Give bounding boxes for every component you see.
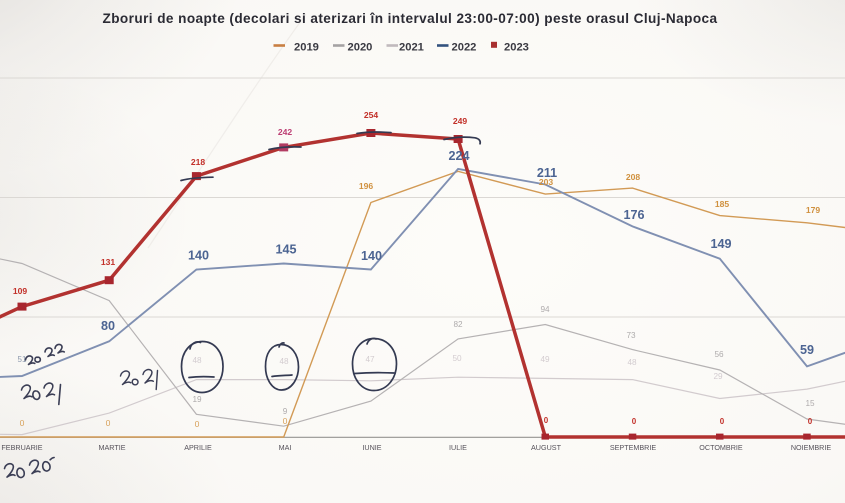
svg-text:IUNIE: IUNIE <box>362 443 381 452</box>
svg-text:2019: 2019 <box>294 42 319 54</box>
svg-text:0: 0 <box>632 417 637 426</box>
svg-text:242: 242 <box>278 127 293 137</box>
svg-text:145: 145 <box>275 243 296 257</box>
svg-text:48: 48 <box>627 358 637 367</box>
svg-text:OCTOMBRIE: OCTOMBRIE <box>699 443 743 452</box>
svg-text:218: 218 <box>191 157 206 167</box>
svg-text:47: 47 <box>365 355 375 364</box>
svg-text:82: 82 <box>453 320 463 329</box>
svg-text:179: 179 <box>806 205 821 215</box>
svg-text:19: 19 <box>192 395 202 404</box>
svg-text:249: 249 <box>453 116 468 126</box>
svg-text:51: 51 <box>18 355 27 364</box>
svg-text:NOIEMBRIE: NOIEMBRIE <box>791 443 832 452</box>
svg-text:FEBRUARIE: FEBRUARIE <box>1 443 42 452</box>
svg-text:0: 0 <box>544 416 549 425</box>
svg-text:0: 0 <box>808 417 813 426</box>
svg-text:0: 0 <box>20 418 25 428</box>
svg-text:MARTIE: MARTIE <box>98 443 125 452</box>
svg-text:IULIE: IULIE <box>449 443 467 452</box>
svg-text:131: 131 <box>101 257 116 267</box>
svg-text:254: 254 <box>364 110 379 120</box>
svg-text:73: 73 <box>626 331 636 340</box>
svg-text:140: 140 <box>188 249 209 263</box>
svg-text:48: 48 <box>279 357 289 366</box>
svg-text:48: 48 <box>192 356 202 365</box>
svg-text:2020: 2020 <box>348 42 373 54</box>
svg-text:49: 49 <box>540 355 550 364</box>
svg-text:224: 224 <box>448 149 469 163</box>
svg-text:0: 0 <box>106 418 111 428</box>
svg-text:MAI: MAI <box>279 443 292 452</box>
svg-text:196: 196 <box>359 181 374 191</box>
svg-text:29: 29 <box>713 372 723 381</box>
svg-text:185: 185 <box>715 199 730 209</box>
svg-text:109: 109 <box>13 286 28 296</box>
svg-text:56: 56 <box>714 350 724 359</box>
svg-text:80: 80 <box>101 319 115 333</box>
svg-text:2023: 2023 <box>504 42 529 54</box>
svg-text:APRILIE: APRILIE <box>184 443 212 452</box>
svg-text:140: 140 <box>361 249 382 263</box>
svg-text:15: 15 <box>805 399 815 408</box>
svg-text:2021: 2021 <box>399 42 424 54</box>
svg-text:2022: 2022 <box>452 42 477 54</box>
svg-text:211: 211 <box>537 166 557 180</box>
svg-text:176: 176 <box>623 208 644 222</box>
svg-text:9: 9 <box>283 407 288 416</box>
svg-text:SEPTEMBRIE: SEPTEMBRIE <box>610 443 657 452</box>
svg-text:0: 0 <box>720 417 725 426</box>
svg-text:94: 94 <box>540 305 550 314</box>
svg-text:0: 0 <box>195 419 200 429</box>
svg-text:59: 59 <box>800 343 814 357</box>
svg-text:0: 0 <box>283 416 288 426</box>
svg-text:149: 149 <box>710 237 731 251</box>
svg-text:Zboruri de noapte (decolari si: Zboruri de noapte (decolari si aterizari… <box>102 11 717 26</box>
svg-text:203: 203 <box>539 177 554 187</box>
svg-text:AUGUST: AUGUST <box>531 443 562 452</box>
svg-text:50: 50 <box>452 354 462 363</box>
svg-text:208: 208 <box>626 172 641 182</box>
